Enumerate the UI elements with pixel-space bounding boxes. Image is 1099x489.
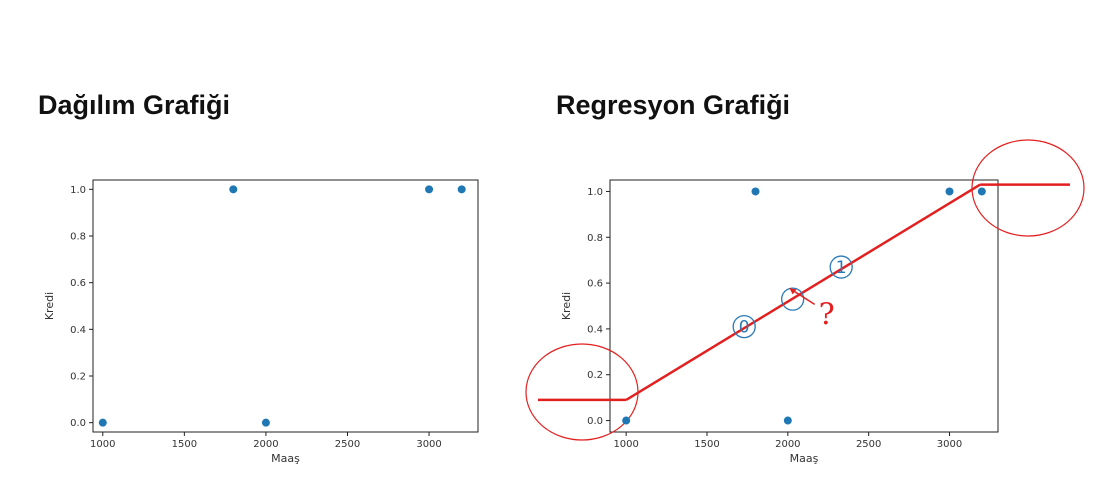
scatter-data-point <box>229 185 238 194</box>
regression-x-tick-label: 1000 <box>613 439 638 450</box>
scatter-y-tick-label: 1.0 <box>70 185 86 196</box>
upper-region-highlight-ellipse <box>971 139 1085 237</box>
scatter-data-point <box>425 185 434 194</box>
probability-marker-label: 1 <box>836 258 847 278</box>
probability-marker-label: 0 <box>739 318 750 338</box>
regression-y-tick-label: 0.2 <box>587 370 603 381</box>
regression-x-axis-label: Maaş <box>790 452 819 465</box>
regression-sloped-line <box>625 183 981 401</box>
probability-marker-circle <box>732 314 756 339</box>
scatter-y-tick-label: 0.0 <box>70 418 86 429</box>
annotation-arrow-head <box>789 288 797 295</box>
regression-chart-title: Regresyon Grafiği <box>556 90 791 120</box>
scatter-data-point <box>261 418 270 427</box>
scatter-x-tick-label: 1500 <box>172 439 197 450</box>
regression-y-tick-label: 0.0 <box>587 416 603 427</box>
scatter-x-tick-label: 3000 <box>416 439 441 450</box>
scatter-data-point <box>457 185 466 194</box>
scatter-data-point <box>98 418 107 427</box>
regression-data-point <box>977 187 986 196</box>
regression-x-tick-label: 3000 <box>937 439 962 450</box>
lower-region-highlight-ellipse <box>525 343 639 441</box>
scatter-y-tick-label: 0.4 <box>70 325 86 336</box>
scatter-x-tick-label: 1000 <box>90 439 115 450</box>
scatter-y-tick-label: 0.8 <box>70 232 86 243</box>
regression-x-tick-label: 2000 <box>775 439 800 450</box>
regression-data-point <box>783 416 792 425</box>
probability-marker-circle <box>781 287 805 311</box>
regression-y-axis-label: Kredi <box>560 292 573 320</box>
scatter-plot-frame <box>92 179 479 433</box>
regression-y-tick-label: 0.6 <box>587 279 603 290</box>
regression-data-point <box>622 416 631 425</box>
probability-marker-circle <box>829 255 853 279</box>
scatter-x-tick-label: 2000 <box>253 439 278 450</box>
regression-x-tick-label: 2500 <box>856 439 881 450</box>
regression-y-tick-label: 0.4 <box>587 324 603 335</box>
question-mark-annotation: ? <box>819 297 835 332</box>
regression-plot-frame <box>609 179 999 433</box>
scatter-chart-title: Dağılım Grafiği <box>38 90 231 120</box>
regression-x-tick-label: 1500 <box>694 439 719 450</box>
scatter-x-axis-label: Maaş <box>271 452 300 465</box>
scatter-y-tick-label: 0.6 <box>70 278 86 289</box>
regression-y-tick-label: 1.0 <box>587 187 603 198</box>
scatter-y-tick-label: 0.2 <box>70 372 86 383</box>
scatter-y-axis-label: Kredi <box>43 292 56 320</box>
regression-data-point <box>945 187 954 196</box>
regression-y-tick-label: 0.8 <box>587 233 603 244</box>
scatter-x-tick-label: 2500 <box>335 439 360 450</box>
regression-data-point <box>751 187 760 196</box>
